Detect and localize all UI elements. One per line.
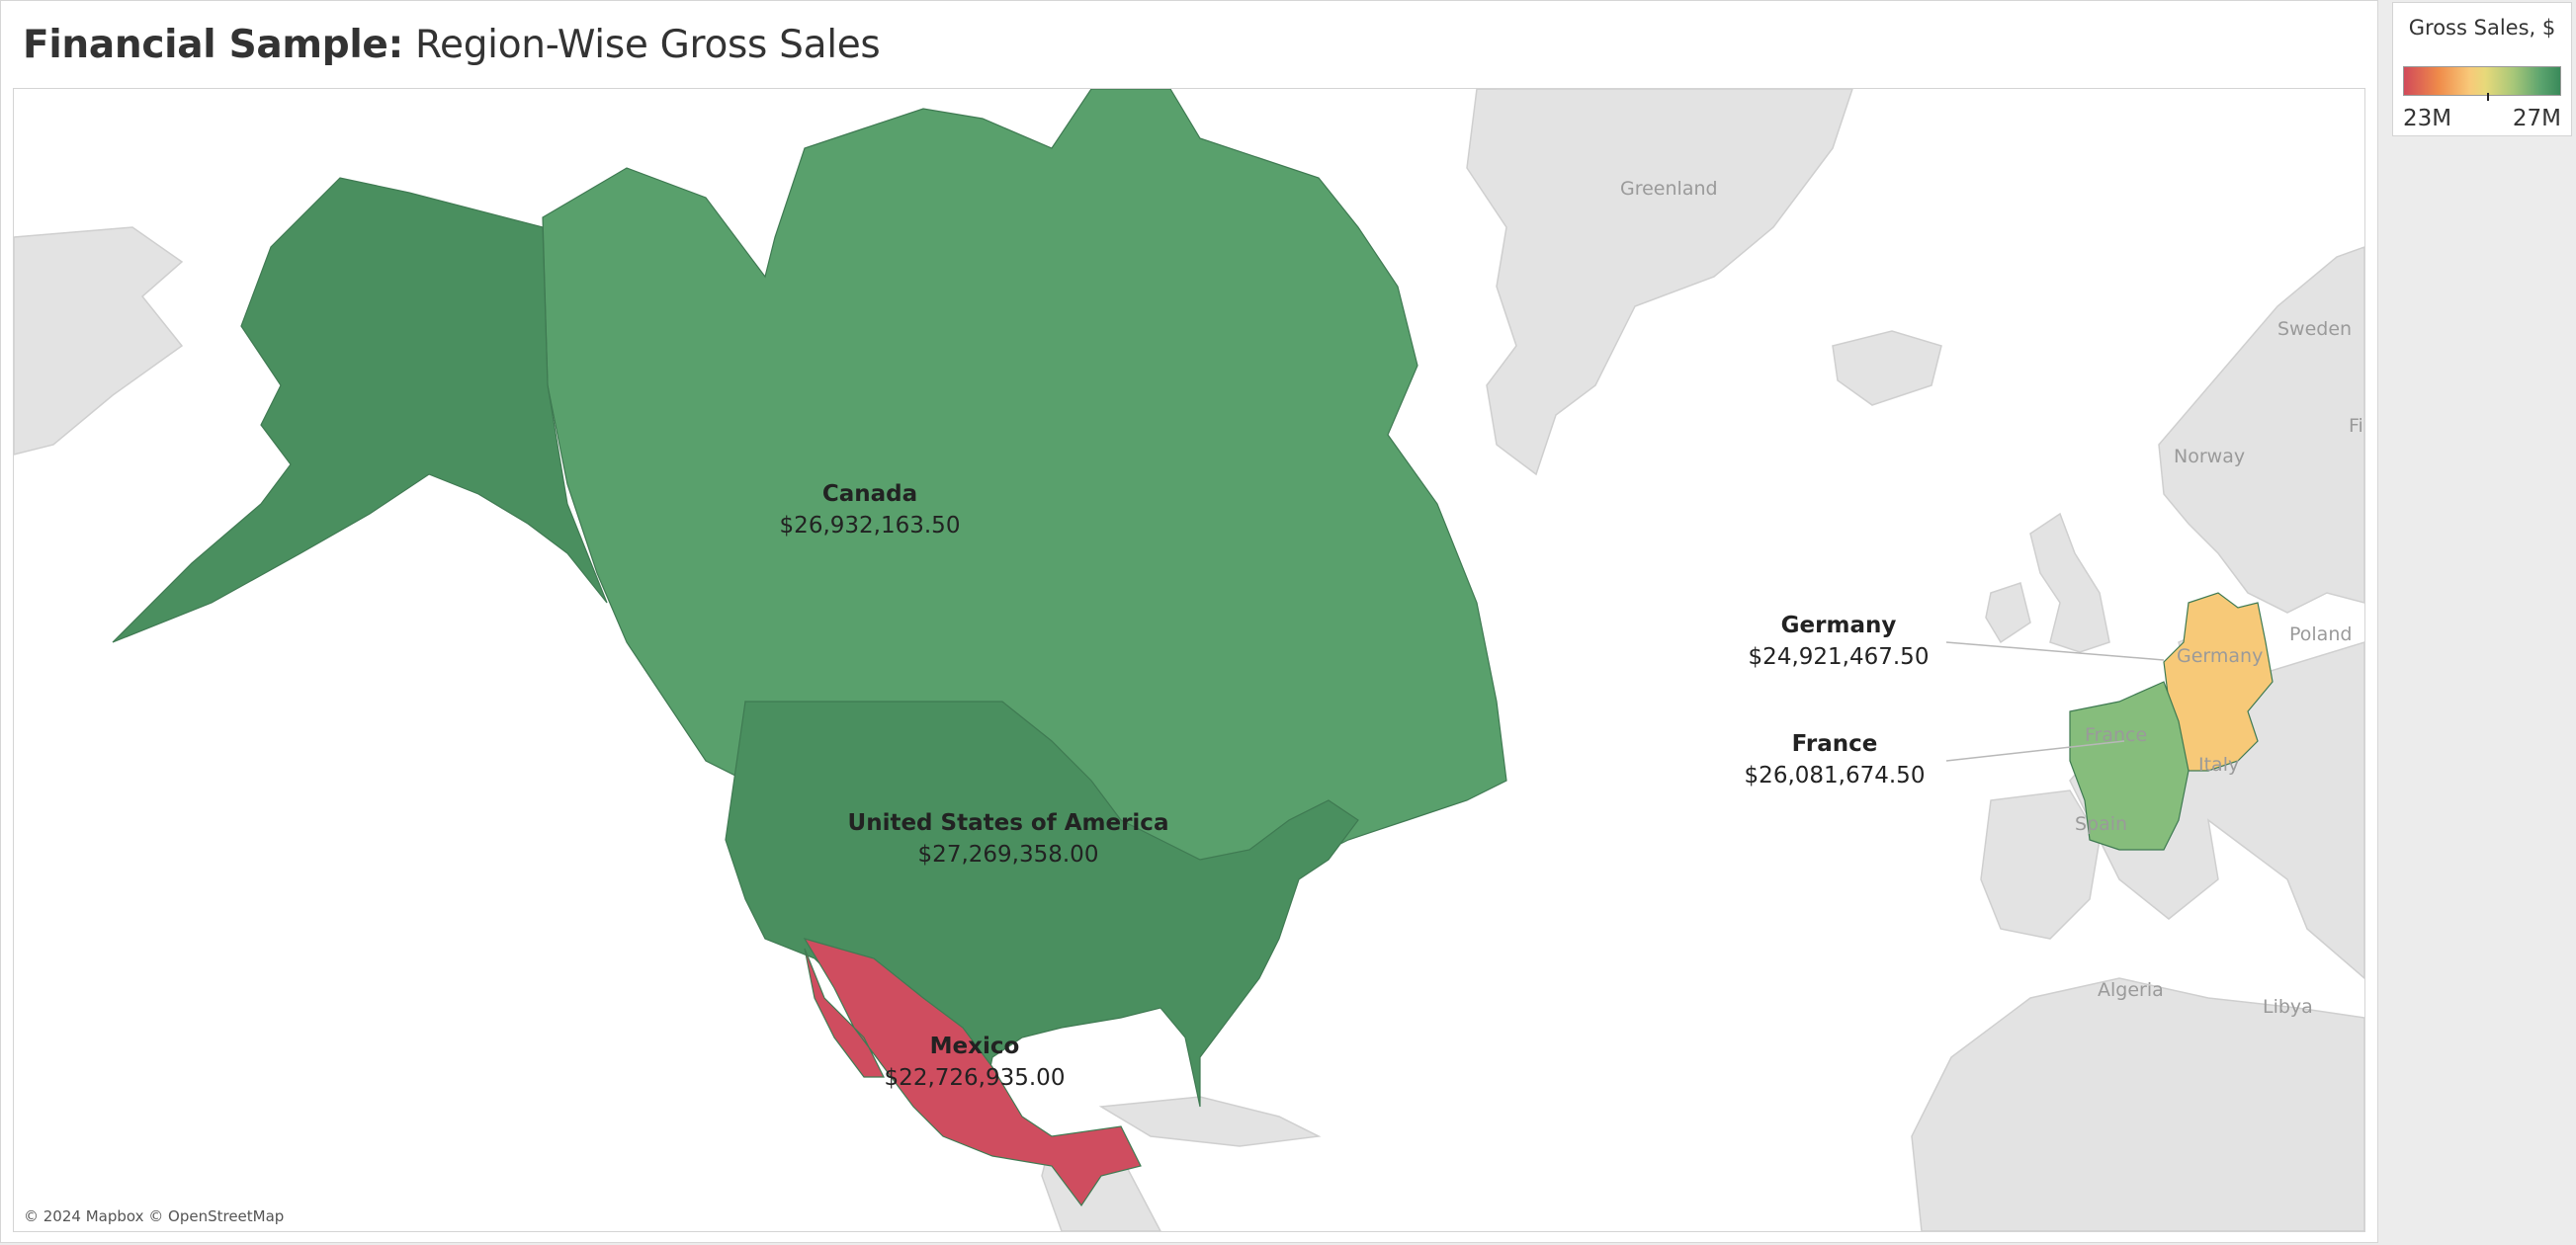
label-name-germany: Germany [1781, 613, 1897, 638]
label-name-canada: Canada [822, 481, 917, 507]
title-rest: Region-Wise Gross Sales [402, 23, 881, 67]
legend-gradient-bar [2403, 66, 2561, 101]
dashboard: Financial Sample: Region-Wise Gross Sale… [0, 0, 2378, 1243]
legend-max-label: 27M [2512, 106, 2561, 131]
label-value-france: $26,081,674.50 [1745, 763, 1926, 788]
basemap-label-spain: Spain [2075, 813, 2127, 835]
leader-lines [1945, 641, 2165, 762]
leader-line-france [1945, 740, 2125, 762]
label-name-france: France [1792, 731, 1878, 757]
basemap-greenland [1466, 89, 1853, 476]
label-value-canada: $26,932,163.50 [780, 513, 961, 539]
label-value-mexico: $22,726,935.00 [885, 1065, 1066, 1091]
basemap-scandinavia [2158, 246, 2364, 614]
basemap-label-france: France [2085, 724, 2147, 746]
title-bold: Financial Sample: [23, 23, 403, 67]
label-value-usa: $27,269,358.00 [918, 842, 1099, 868]
leader-line-germany [1945, 641, 2165, 661]
map-canvas[interactable]: Greenland Norway Sweden Fi Poland Italy … [14, 89, 2364, 1231]
basemap-label-italy: Italy [2198, 754, 2239, 776]
basemap-ireland [1985, 582, 2031, 644]
dashboard-title: Financial Sample: Region-Wise Gross Sale… [23, 23, 881, 67]
basemap-label-norway: Norway [2174, 446, 2245, 467]
region-shape-alaska[interactable] [112, 177, 608, 643]
basemap-caribbean [1098, 1096, 1322, 1147]
basemap-label-greenland: Greenland [1620, 178, 1718, 200]
basemap-label-sweden: Sweden [2277, 318, 2352, 340]
map-attribution[interactable]: © 2024 Mapbox © OpenStreetMap [24, 1207, 285, 1225]
basemap-uk [2029, 512, 2110, 653]
basemap-label-germany: Germany [2177, 645, 2263, 667]
color-legend: Gross Sales, $ 23M 27M [2392, 2, 2572, 136]
map-view[interactable]: Greenland Norway Sweden Fi Poland Italy … [13, 88, 2365, 1232]
label-name-usa: United States of America [848, 810, 1169, 836]
basemap-label-libya: Libya [2263, 996, 2313, 1018]
label-name-mexico: Mexico [930, 1034, 1020, 1059]
basemap-africa [1911, 977, 2364, 1231]
basemap-labels: Greenland Norway Sweden Fi Poland Italy … [1620, 178, 2363, 1018]
data-labels: Canada $26,932,163.50 United States of A… [780, 481, 1930, 1091]
basemap-iberia [1980, 789, 2101, 940]
region-shape-france[interactable] [2069, 681, 2190, 851]
legend-min-label: 23M [2403, 106, 2452, 131]
basemap-iceland [1832, 330, 1942, 406]
region-shape-germany[interactable] [2163, 592, 2274, 772]
basemap-label-poland: Poland [2289, 623, 2352, 645]
basemap-label-algeria: Algeria [2098, 979, 2164, 1001]
region-shapes[interactable] [112, 89, 2274, 1207]
basemap-russia-east [14, 226, 184, 456]
legend-midpoint-marker [2487, 93, 2489, 101]
legend-title: Gross Sales, $ [2408, 16, 2556, 40]
region-shape-mexico[interactable] [803, 938, 1142, 1207]
basemap-label-finland: Fi [2349, 415, 2363, 437]
label-value-germany: $24,921,467.50 [1749, 644, 1930, 670]
